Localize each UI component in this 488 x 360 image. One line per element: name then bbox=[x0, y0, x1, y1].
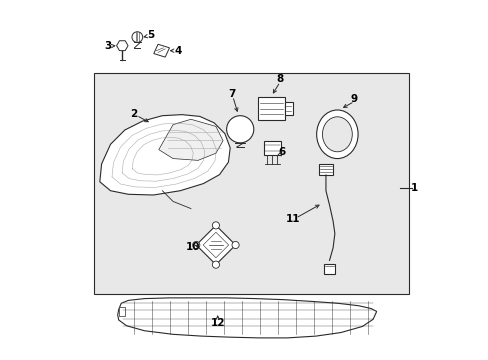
Text: 11: 11 bbox=[285, 214, 299, 224]
Ellipse shape bbox=[316, 110, 357, 158]
Circle shape bbox=[132, 32, 142, 42]
Circle shape bbox=[212, 222, 219, 229]
Bar bbox=[257, 97, 284, 120]
Text: 5: 5 bbox=[147, 30, 154, 40]
Text: 12: 12 bbox=[210, 318, 224, 328]
Ellipse shape bbox=[322, 117, 351, 152]
Polygon shape bbox=[196, 225, 235, 265]
Circle shape bbox=[192, 242, 200, 249]
Text: 6: 6 bbox=[278, 147, 285, 157]
Text: 3: 3 bbox=[104, 41, 111, 51]
Circle shape bbox=[231, 242, 239, 249]
Polygon shape bbox=[116, 41, 128, 51]
Text: 8: 8 bbox=[276, 74, 283, 84]
Polygon shape bbox=[153, 44, 169, 57]
Text: 1: 1 bbox=[410, 183, 417, 193]
Bar bbox=[94, 73, 408, 294]
Polygon shape bbox=[118, 298, 376, 338]
Text: 9: 9 bbox=[350, 94, 357, 104]
Text: 2: 2 bbox=[130, 109, 137, 119]
Bar bbox=[284, 102, 292, 115]
Bar bbox=[119, 307, 125, 316]
Bar bbox=[318, 163, 332, 175]
Bar bbox=[263, 141, 281, 155]
Text: 4: 4 bbox=[174, 46, 181, 56]
Text: 7: 7 bbox=[228, 89, 235, 99]
Polygon shape bbox=[159, 119, 223, 160]
Text: 10: 10 bbox=[185, 242, 200, 252]
Bar bbox=[324, 264, 334, 274]
Polygon shape bbox=[100, 114, 230, 195]
Circle shape bbox=[226, 116, 253, 143]
Circle shape bbox=[212, 261, 219, 268]
